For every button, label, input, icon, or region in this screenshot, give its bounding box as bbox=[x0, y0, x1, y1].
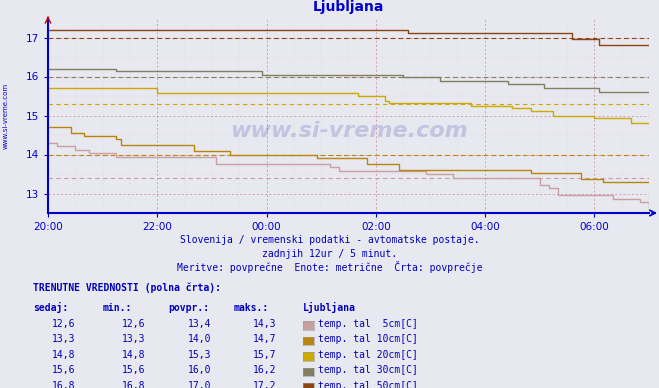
Text: sedaj:: sedaj: bbox=[33, 302, 68, 313]
Text: 14,0: 14,0 bbox=[187, 334, 211, 344]
Text: 17,0: 17,0 bbox=[187, 381, 211, 388]
Text: 17,2: 17,2 bbox=[253, 381, 277, 388]
Text: 13,4: 13,4 bbox=[187, 319, 211, 329]
Text: 15,3: 15,3 bbox=[187, 350, 211, 360]
Text: 12,6: 12,6 bbox=[121, 319, 145, 329]
Text: 13,3: 13,3 bbox=[52, 334, 76, 344]
Title: Ljubljana: Ljubljana bbox=[313, 0, 384, 14]
Text: 16,8: 16,8 bbox=[52, 381, 76, 388]
Text: zadnjih 12ur / 5 minut.: zadnjih 12ur / 5 minut. bbox=[262, 249, 397, 259]
Text: 16,8: 16,8 bbox=[121, 381, 145, 388]
Text: temp. tal 20cm[C]: temp. tal 20cm[C] bbox=[318, 350, 418, 360]
Text: www.si-vreme.com: www.si-vreme.com bbox=[229, 121, 467, 141]
Text: www.si-vreme.com: www.si-vreme.com bbox=[2, 82, 9, 149]
Text: temp. tal  5cm[C]: temp. tal 5cm[C] bbox=[318, 319, 418, 329]
Text: 13,3: 13,3 bbox=[121, 334, 145, 344]
Text: povpr.:: povpr.: bbox=[168, 303, 209, 313]
Text: maks.:: maks.: bbox=[234, 303, 269, 313]
Text: TRENUTNE VREDNOSTI (polna črta):: TRENUTNE VREDNOSTI (polna črta): bbox=[33, 282, 221, 293]
Text: 14,8: 14,8 bbox=[52, 350, 76, 360]
Text: temp. tal 30cm[C]: temp. tal 30cm[C] bbox=[318, 365, 418, 375]
Text: 15,7: 15,7 bbox=[253, 350, 277, 360]
Text: Meritve: povprečne  Enote: metrične  Črta: povprečje: Meritve: povprečne Enote: metrične Črta:… bbox=[177, 261, 482, 273]
Text: min.:: min.: bbox=[102, 303, 132, 313]
Text: Ljubljana: Ljubljana bbox=[303, 302, 356, 313]
Text: 14,7: 14,7 bbox=[253, 334, 277, 344]
Text: temp. tal 10cm[C]: temp. tal 10cm[C] bbox=[318, 334, 418, 344]
Text: 15,6: 15,6 bbox=[52, 365, 76, 375]
Text: 12,6: 12,6 bbox=[52, 319, 76, 329]
Text: 15,6: 15,6 bbox=[121, 365, 145, 375]
Text: 14,3: 14,3 bbox=[253, 319, 277, 329]
Text: 16,2: 16,2 bbox=[253, 365, 277, 375]
Text: 14,8: 14,8 bbox=[121, 350, 145, 360]
Text: 16,0: 16,0 bbox=[187, 365, 211, 375]
Text: temp. tal 50cm[C]: temp. tal 50cm[C] bbox=[318, 381, 418, 388]
Text: Slovenija / vremenski podatki - avtomatske postaje.: Slovenija / vremenski podatki - avtomats… bbox=[180, 235, 479, 245]
